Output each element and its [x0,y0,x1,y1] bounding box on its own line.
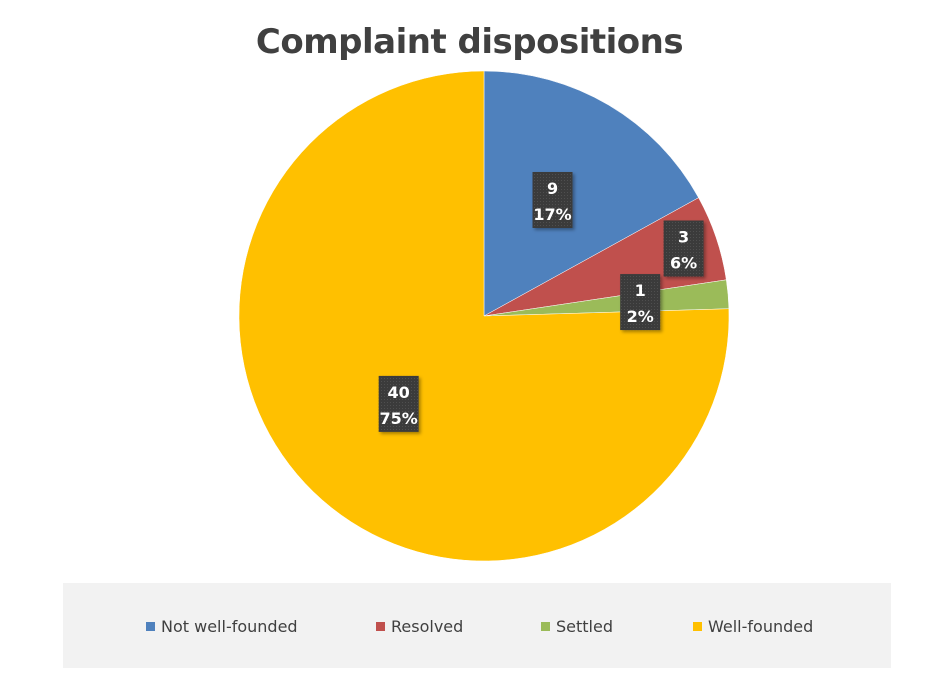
legend-item: Well-founded [693,616,813,636]
data-label-box [378,375,419,432]
data-label-percent: 17% [533,205,571,224]
pie-slices [238,70,730,562]
legend-item: Not well-founded [146,616,298,636]
legend-swatch [693,621,702,631]
data-label-value: 1 [635,281,646,300]
legend-label: Settled [556,616,613,636]
data-label-percent: 6% [670,254,697,273]
data-label-value: 9 [547,179,558,198]
legend-label: Well-founded [708,616,814,636]
legend-swatch [146,621,155,631]
chart-legend: Not well-founded Resolved Settled Well-foun… [63,583,891,668]
data-label-percent: 2% [627,307,654,326]
data-label: 917% [532,171,573,228]
data-label: 36% [663,220,704,277]
legend-item: Settled [541,616,613,636]
data-label-box [663,220,704,277]
data-label-value: 3 [678,228,689,247]
legend-item: Resolved [376,616,463,636]
legend-label: Resolved [391,616,464,636]
legend-swatch [376,621,385,631]
legend-swatch [541,621,550,631]
pie-slice-not-well-founded [483,70,699,317]
data-label-value: 40 [388,383,410,402]
data-label: 12% [620,274,661,331]
data-label-box [532,171,573,228]
data-label-box [620,274,661,331]
chart-title: Complaint dispositions [255,22,684,62]
pie-slice-well-founded [238,70,730,562]
legend-label: Not well-founded [161,616,298,636]
data-label-percent: 75% [380,409,418,428]
